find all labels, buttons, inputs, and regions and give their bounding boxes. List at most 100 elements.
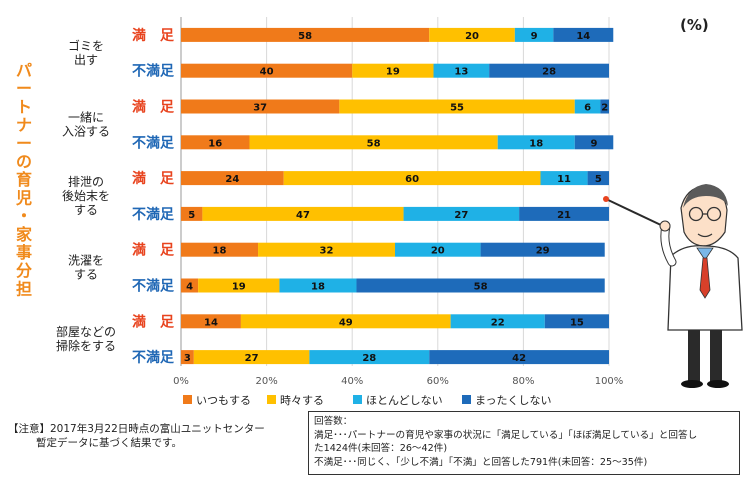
bar-segment [395, 242, 481, 257]
bar-segment [339, 99, 575, 114]
bar-segment [181, 278, 199, 293]
bar-segment [181, 314, 241, 329]
data-label: 3 [184, 353, 191, 364]
x-tick-label: 40% [341, 376, 363, 387]
bar-segment [181, 350, 194, 365]
bar-segment [540, 171, 588, 186]
data-label: 5 [188, 210, 195, 221]
legend-swatch [267, 395, 276, 404]
category-label: 部屋などの掃除をする [56, 324, 116, 353]
bars [181, 27, 614, 365]
data-label: 2 [601, 103, 608, 114]
data-label: 37 [253, 103, 267, 114]
data-label: 60 [405, 174, 419, 185]
row-status-label: 満 足 [132, 170, 175, 187]
data-label: 24 [225, 174, 239, 185]
side-title: パートナーの育児・家事分担 [15, 61, 33, 298]
bar-segment [519, 206, 609, 221]
notebox-line-4: 不満足･･･同じく、「少し不満」「不満」と回答した791件(未回答：25～35件… [314, 456, 648, 468]
data-label: 9 [591, 138, 598, 149]
legend-swatch [353, 395, 362, 404]
bar-segment [403, 206, 520, 221]
data-label: 20 [431, 246, 445, 257]
data-label: 28 [362, 353, 376, 364]
bar-segment [497, 135, 575, 150]
data-label: 15 [570, 317, 584, 328]
bar-segment [181, 63, 353, 78]
data-label: 19 [232, 282, 246, 293]
data-label: 47 [296, 210, 310, 221]
bar-segment [352, 63, 434, 78]
response-count-box: 回答数： 満足･･･パートナーの育児や家事の状況に「満足している」「ほぼ満足して… [308, 411, 740, 475]
row-status-label: 満 足 [132, 99, 175, 116]
data-label: 11 [557, 174, 571, 185]
bar-segment [279, 278, 357, 293]
legend-label: いつもする [196, 394, 251, 407]
category-label: 一緒に入浴する [62, 109, 110, 138]
bar-segment [181, 242, 259, 257]
data-label: 55 [450, 103, 464, 114]
row-status-label: 不満足 [132, 278, 175, 295]
data-label: 18 [529, 138, 543, 149]
bar-segment [193, 350, 310, 365]
doctor-illustration-icon [603, 184, 743, 388]
bar-segment [429, 27, 515, 42]
bar-segment [429, 350, 609, 365]
data-label: 9 [531, 31, 538, 42]
data-label: 5 [595, 174, 602, 185]
bar-segment [433, 63, 490, 78]
bar-segment [181, 135, 250, 150]
bar-segment [489, 63, 609, 78]
bar-segment [450, 314, 545, 329]
data-label: 58 [298, 31, 312, 42]
data-label: 49 [339, 317, 353, 328]
bar-segment [181, 206, 203, 221]
unit-label: (%) [680, 16, 709, 34]
data-label: 18 [311, 282, 325, 293]
bar-segment [258, 242, 395, 257]
footnote: 【注意】2017年3月22日時点の富山ユニットセンター 暫定データに基づく結果で… [8, 422, 265, 450]
bar-segment [181, 171, 284, 186]
bar-segment [574, 99, 601, 114]
bar-segment [202, 206, 404, 221]
data-label: 58 [474, 282, 488, 293]
data-label: 21 [557, 210, 571, 221]
bar-segment [574, 135, 614, 150]
notebox-line-2: 満足･･･パートナーの育児や家事の状況に「満足している」「ほぼ満足している」と回… [314, 429, 698, 441]
data-label: 20 [465, 31, 479, 42]
category-label: ゴミを出す [68, 38, 104, 67]
data-label: 6 [584, 103, 591, 114]
category-label: 洗濯をする [68, 254, 104, 282]
row-status-label: 不満足 [132, 349, 175, 366]
category-label: 排泄の後始末をする [62, 175, 110, 217]
bar-segment [198, 278, 280, 293]
data-label: 18 [213, 246, 227, 257]
x-tick-label: 60% [427, 376, 449, 387]
row-status-label: 不満足 [132, 63, 175, 80]
data-label: 29 [536, 246, 550, 257]
bar-segment [309, 350, 430, 365]
row-status-label: 不満足 [132, 206, 175, 223]
data-label: 16 [208, 138, 222, 149]
legend-swatch [462, 395, 471, 404]
legend-label: 時々する [280, 394, 324, 407]
bar-segment [600, 99, 609, 114]
notebox-line-1: 回答数： [314, 416, 353, 427]
footnote-line-2: 暫定データに基づく結果です。 [36, 437, 182, 449]
bar-segment [553, 27, 614, 42]
legend-swatch [183, 395, 192, 404]
bar-segment [283, 171, 541, 186]
x-tick-label: 80% [512, 376, 534, 387]
data-label: 27 [454, 210, 468, 221]
x-tick-label: 100% [595, 376, 624, 387]
bar-segment [544, 314, 609, 329]
x-tick-label: 0% [173, 376, 189, 387]
data-label: 19 [386, 67, 400, 78]
data-label: 13 [454, 67, 468, 78]
data-label: 27 [245, 353, 259, 364]
data-label: 28 [542, 67, 556, 78]
bar-segment [240, 314, 451, 329]
data-label: 4 [186, 282, 193, 293]
bar-segment [181, 27, 430, 42]
